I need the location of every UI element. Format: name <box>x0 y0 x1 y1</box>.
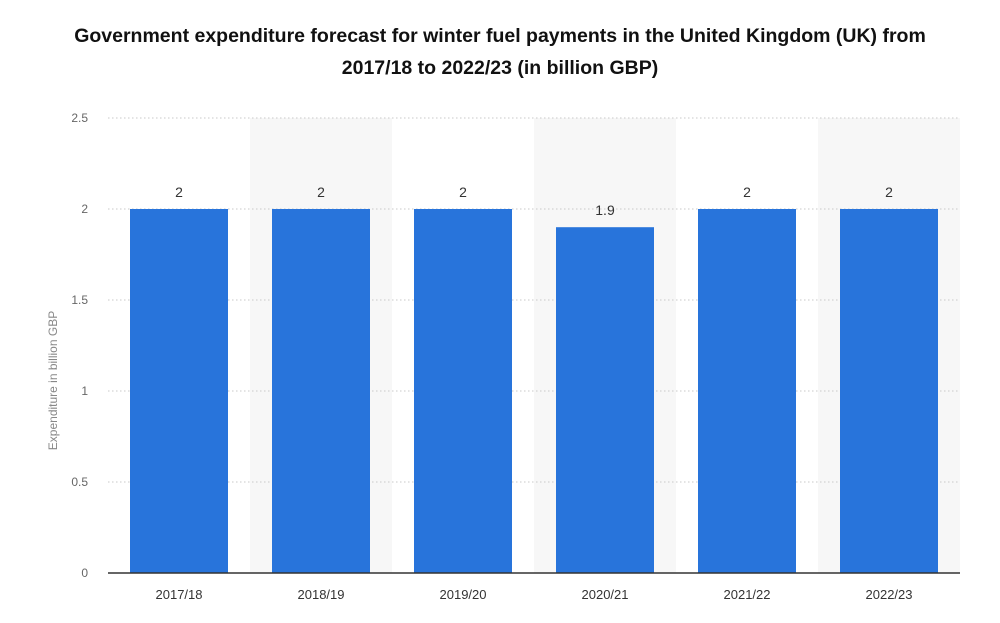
y-tick-label: 2 <box>81 202 88 216</box>
y-tick-label: 1.5 <box>71 293 88 307</box>
bar-2021-22 <box>698 209 796 573</box>
data-label: 1.9 <box>595 202 615 218</box>
data-label: 2 <box>175 184 183 200</box>
data-label: 2 <box>885 184 893 200</box>
x-tick-label: 2020/21 <box>582 587 629 602</box>
bar-2017-18 <box>130 209 228 573</box>
y-tick-label: 1 <box>81 384 88 398</box>
bar-2019-20 <box>414 209 512 573</box>
x-tick-label: 2021/22 <box>724 587 771 602</box>
y-axis-title: Expenditure in billion GBP <box>46 311 60 450</box>
y-axis-ticks: 0 0.5 1 1.5 2 2.5 <box>71 111 88 580</box>
bar-2022-23 <box>840 209 938 573</box>
data-labels: 2 2 2 1.9 2 2 <box>175 184 893 218</box>
bar-2018-19 <box>272 209 370 573</box>
x-axis-ticks: 2017/18 2018/19 2019/20 2020/21 2021/22 2022/… <box>156 587 913 602</box>
x-tick-label: 2019/20 <box>440 587 487 602</box>
bars <box>130 209 938 573</box>
x-tick-label: 2018/19 <box>298 587 345 602</box>
y-tick-label: 0.5 <box>71 475 88 489</box>
y-tick-label: 0 <box>81 566 88 580</box>
y-tick-label: 2.5 <box>71 111 88 125</box>
chart-title: Government expenditure forecast for wint… <box>74 25 926 79</box>
x-tick-label: 2017/18 <box>156 587 203 602</box>
data-label: 2 <box>459 184 467 200</box>
data-label: 2 <box>317 184 325 200</box>
x-tick-label: 2022/23 <box>866 587 913 602</box>
data-label: 2 <box>743 184 751 200</box>
bar-2020-21 <box>556 227 654 573</box>
